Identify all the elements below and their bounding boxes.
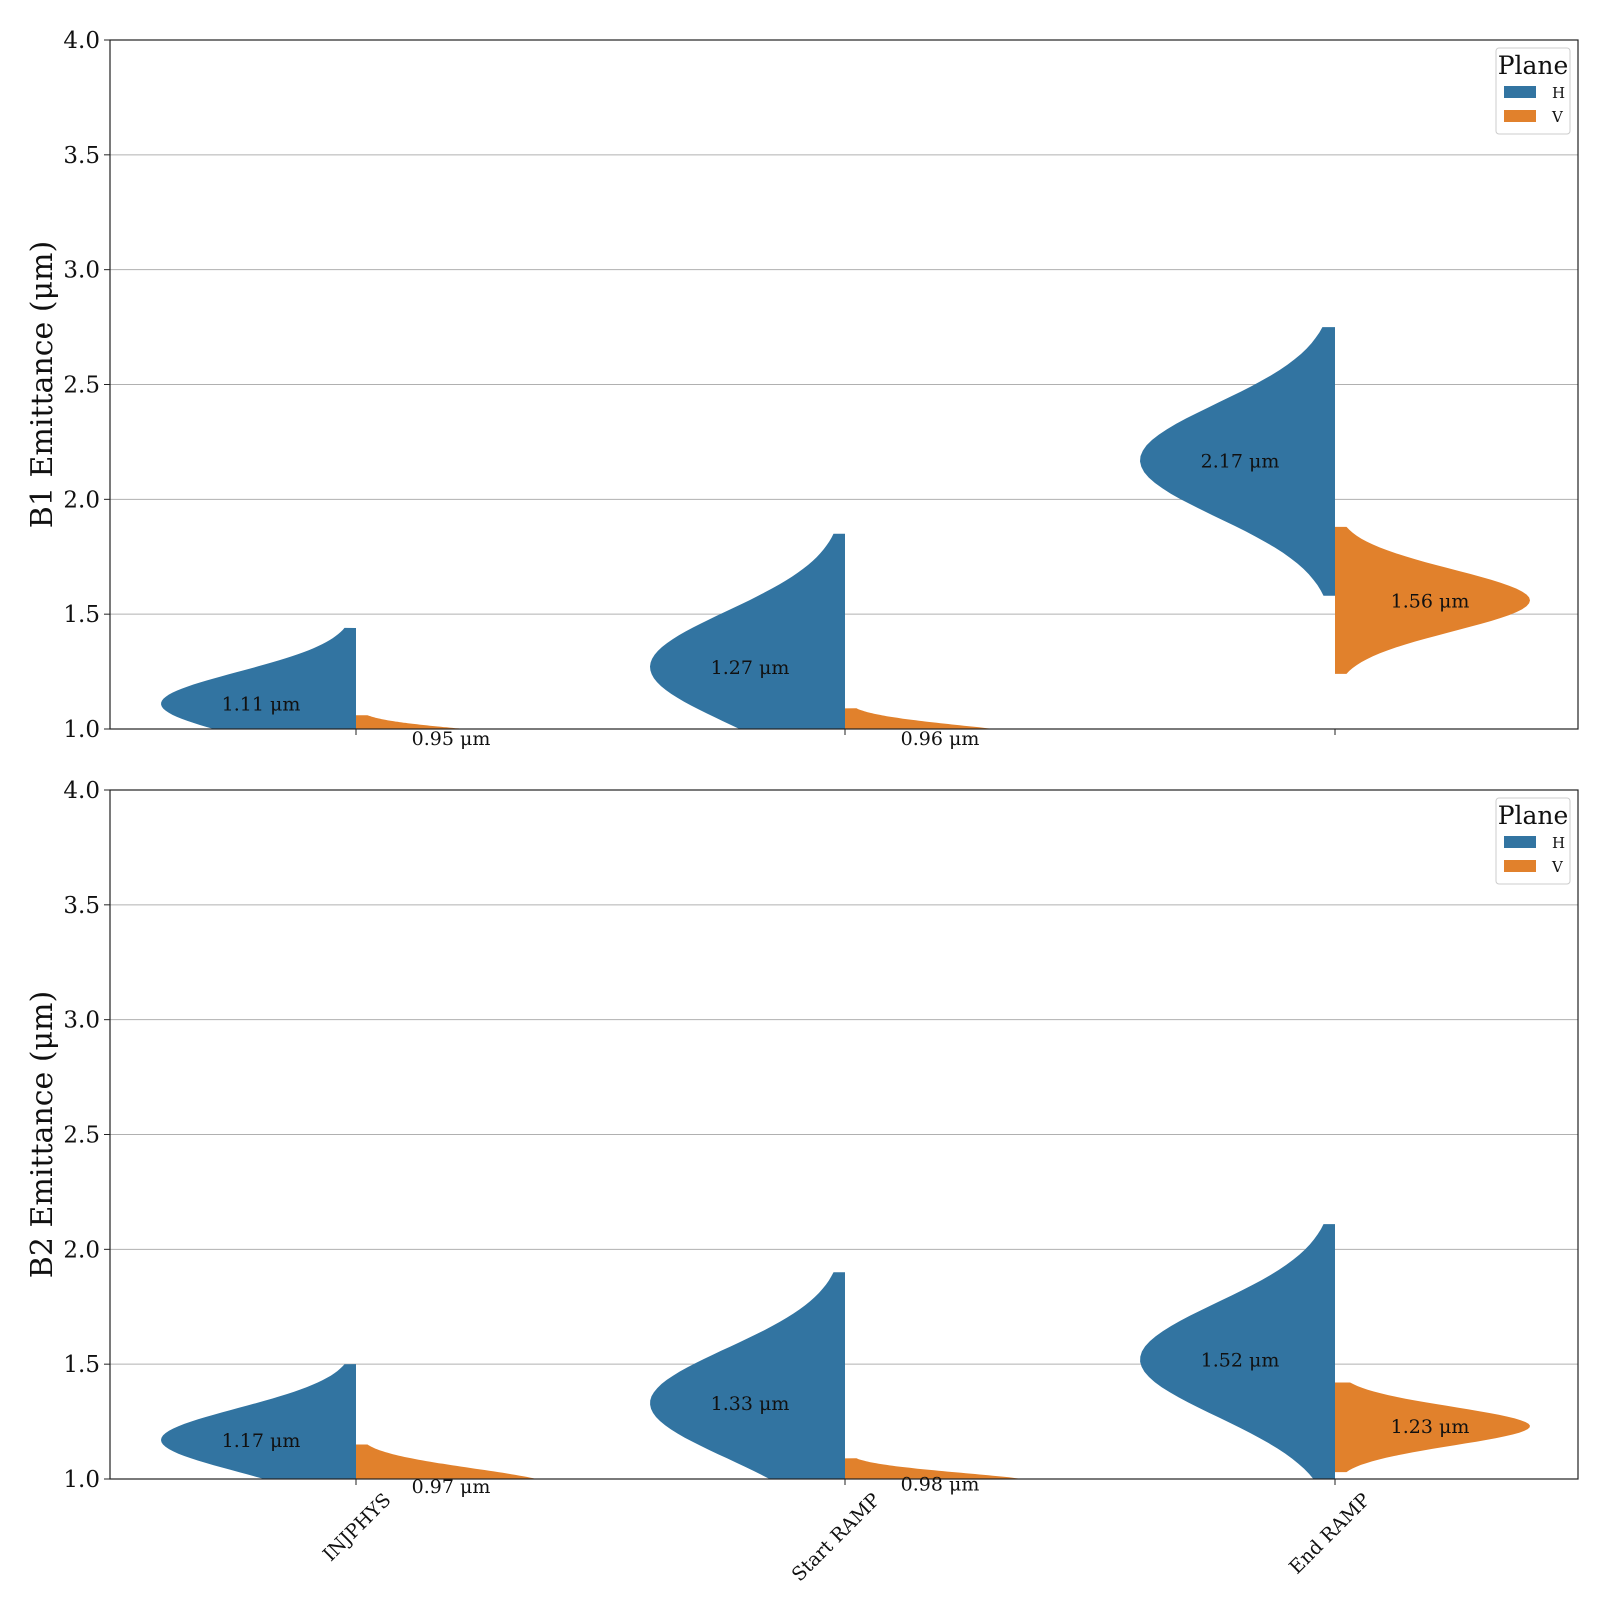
violin-group <box>161 1224 1530 1479</box>
chart-panel-1: 1.0 1.5 2.0 2.5 3.0 3.5 4.0 B1 Emittance (μm) 1.… <box>25 28 1579 750</box>
x-category-label: End RAMP <box>1285 1489 1375 1579</box>
y-tick-label: 4.0 <box>63 28 100 54</box>
y-tick-label: 3.0 <box>63 258 100 284</box>
y-tick-label: 3.0 <box>63 1008 100 1034</box>
y-axis-title: B1 Emittance (μm) <box>25 241 60 528</box>
legend-swatch-h <box>1504 836 1536 848</box>
value-label-h-2: 1.27 μm <box>711 657 790 679</box>
violin-v-3 <box>1335 1382 1530 1473</box>
violin-h-2 <box>650 533 845 729</box>
y-tick-label: 1.0 <box>63 717 100 743</box>
violin-group <box>161 327 1530 729</box>
y-tick-label: 2.0 <box>63 487 100 513</box>
y-tick-label: 3.5 <box>63 143 100 169</box>
violin-h-1 <box>161 627 356 729</box>
y-tick-label: 1.0 <box>63 1467 100 1493</box>
value-label-v-2: 0.96 μm <box>901 728 980 750</box>
value-label-v-3: 1.23 μm <box>1391 1416 1470 1438</box>
violin-v-1 <box>356 715 465 729</box>
legend-label-h: H <box>1552 84 1565 102</box>
x-category-label: INJPHYS <box>319 1489 396 1566</box>
legend-title: Plane <box>1498 51 1569 80</box>
violin-h-3 <box>1140 327 1335 596</box>
legend-swatch-h <box>1504 86 1536 98</box>
violin-v-2 <box>845 708 995 729</box>
y-tick-label: 4.0 <box>63 778 100 804</box>
legend: Plane HV <box>1495 797 1571 885</box>
violin-v-2 <box>845 1458 1023 1479</box>
y-tick-label: 3.5 <box>63 893 100 919</box>
value-label-h-3: 2.17 μm <box>1201 450 1280 472</box>
violin-v-1 <box>356 1444 537 1479</box>
value-label-v-1: 0.95 μm <box>412 728 491 750</box>
y-tick-label: 2.5 <box>63 373 100 399</box>
value-label-v-1: 0.97 μm <box>412 1476 491 1498</box>
y-tick-label: 1.5 <box>63 1352 100 1378</box>
y-tick-label: 1.5 <box>63 602 100 628</box>
plot-frame <box>109 789 1579 1480</box>
legend-swatch-v <box>1504 110 1536 122</box>
violin-h-3 <box>1140 1224 1335 1479</box>
legend-swatch-v <box>1504 860 1536 872</box>
value-label-h-1: 1.11 μm <box>222 694 301 716</box>
plot-frame <box>109 39 1579 730</box>
legend-label-v: V <box>1551 858 1564 876</box>
violin-v-3 <box>1335 526 1530 674</box>
value-label-v-2: 0.98 μm <box>901 1474 980 1496</box>
value-label-v-3: 1.56 μm <box>1391 590 1470 612</box>
legend-label-h: H <box>1552 834 1565 852</box>
violin-h-1 <box>161 1364 356 1479</box>
y-axis-title: B2 Emittance (μm) <box>25 991 60 1278</box>
chart-panel-2: 1.0 1.5 2.0 2.5 3.0 3.5 4.0 B2 Emittance (μm) 1.… <box>25 778 1579 1586</box>
value-label-h-2: 1.33 μm <box>711 1393 790 1415</box>
x-category-label: Start RAMP <box>788 1489 885 1586</box>
legend-title: Plane <box>1498 801 1569 830</box>
y-tick-label: 2.0 <box>63 1237 100 1263</box>
violin-h-2 <box>650 1272 845 1479</box>
y-tick-label: 2.5 <box>63 1123 100 1149</box>
value-label-h-1: 1.17 μm <box>222 1430 301 1452</box>
legend-label-v: V <box>1551 108 1564 126</box>
legend: Plane HV <box>1495 47 1571 135</box>
value-label-h-3: 1.52 μm <box>1201 1350 1280 1372</box>
